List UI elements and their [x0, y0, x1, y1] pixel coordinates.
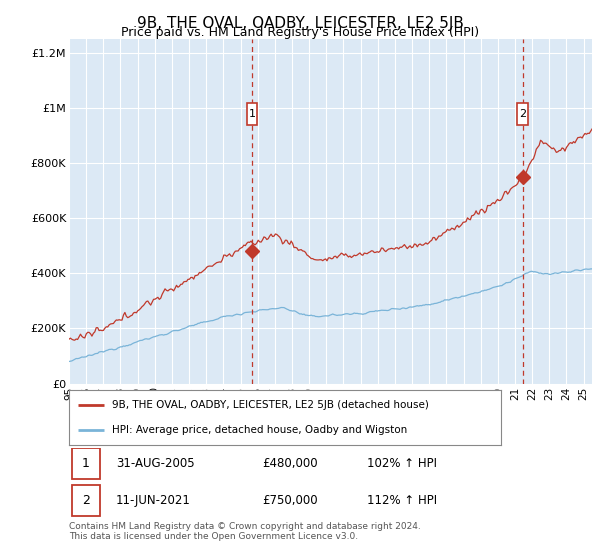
Text: 112% ↑ HPI: 112% ↑ HPI — [367, 494, 437, 507]
Text: 9B, THE OVAL, OADBY, LEICESTER, LE2 5JB (detached house): 9B, THE OVAL, OADBY, LEICESTER, LE2 5JB … — [112, 400, 429, 410]
FancyBboxPatch shape — [71, 485, 100, 516]
FancyBboxPatch shape — [517, 102, 528, 125]
Text: 102% ↑ HPI: 102% ↑ HPI — [367, 457, 437, 470]
Text: 1: 1 — [248, 109, 256, 119]
Text: 2: 2 — [519, 109, 526, 119]
Text: HPI: Average price, detached house, Oadby and Wigston: HPI: Average price, detached house, Oadb… — [112, 426, 407, 435]
Text: Contains HM Land Registry data © Crown copyright and database right 2024.
This d: Contains HM Land Registry data © Crown c… — [69, 522, 421, 542]
Text: 2: 2 — [82, 494, 89, 507]
Text: Price paid vs. HM Land Registry's House Price Index (HPI): Price paid vs. HM Land Registry's House … — [121, 26, 479, 39]
Text: 11-JUN-2021: 11-JUN-2021 — [116, 494, 191, 507]
FancyBboxPatch shape — [247, 102, 257, 125]
Text: £750,000: £750,000 — [263, 494, 318, 507]
FancyBboxPatch shape — [71, 448, 100, 479]
Text: £480,000: £480,000 — [263, 457, 318, 470]
Text: 31-AUG-2005: 31-AUG-2005 — [116, 457, 195, 470]
Text: 1: 1 — [82, 457, 89, 470]
Text: 9B, THE OVAL, OADBY, LEICESTER, LE2 5JB: 9B, THE OVAL, OADBY, LEICESTER, LE2 5JB — [137, 16, 463, 31]
